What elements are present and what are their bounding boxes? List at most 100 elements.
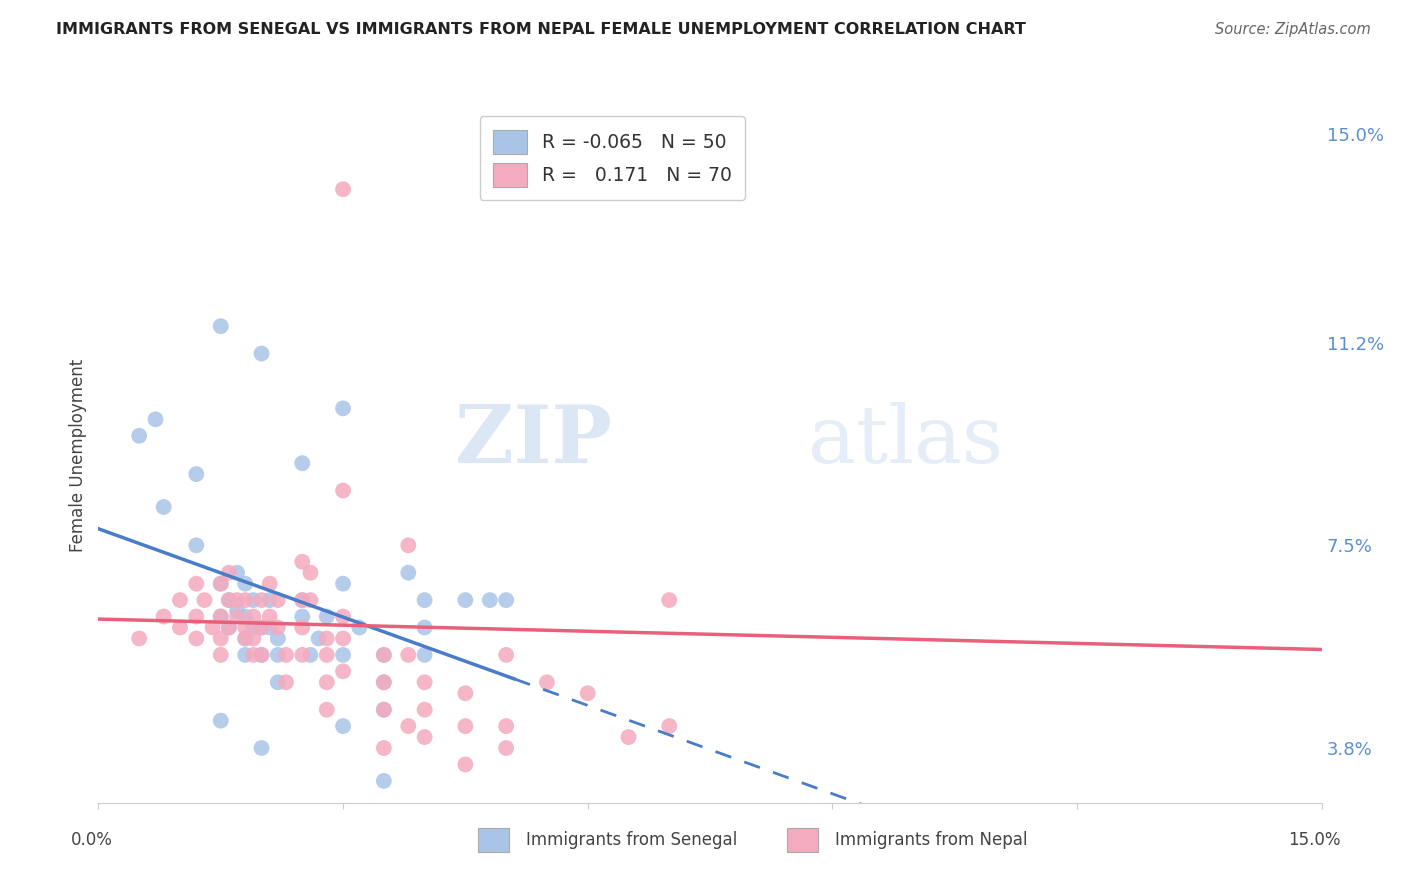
Point: [373, 773, 395, 788]
Point: [332, 182, 354, 196]
Text: 15.0%: 15.0%: [1288, 830, 1341, 849]
Point: [226, 609, 249, 624]
Point: [250, 648, 273, 662]
Point: [209, 632, 232, 646]
Point: [291, 620, 314, 634]
Point: [536, 675, 558, 690]
Point: [413, 703, 436, 717]
Point: [315, 675, 337, 690]
Point: [495, 593, 517, 607]
Point: [250, 620, 273, 634]
Point: [617, 730, 640, 744]
Point: [128, 632, 150, 646]
Point: [233, 632, 256, 646]
Text: Immigrants from Nepal: Immigrants from Nepal: [835, 830, 1028, 849]
Text: Immigrants from Senegal: Immigrants from Senegal: [526, 830, 737, 849]
Point: [332, 576, 354, 591]
Point: [201, 620, 224, 634]
Point: [186, 632, 208, 646]
Legend: R = -0.065   N = 50, R =   0.171   N = 70: R = -0.065 N = 50, R = 0.171 N = 70: [479, 117, 745, 200]
Point: [259, 576, 281, 591]
Point: [242, 620, 264, 634]
Point: [617, 182, 640, 196]
Point: [373, 648, 395, 662]
Point: [186, 467, 208, 481]
Text: 0.0%: 0.0%: [70, 830, 112, 849]
Point: [413, 593, 436, 607]
Point: [299, 593, 322, 607]
Point: [413, 620, 436, 634]
Point: [250, 741, 273, 756]
Y-axis label: Female Unemployment: Female Unemployment: [69, 359, 87, 551]
Point: [413, 730, 436, 744]
Point: [332, 401, 354, 416]
Point: [259, 620, 281, 634]
Point: [454, 593, 477, 607]
Point: [274, 675, 297, 690]
Point: [495, 719, 517, 733]
Point: [332, 609, 354, 624]
Point: [332, 665, 354, 679]
Point: [233, 593, 256, 607]
Point: [291, 593, 314, 607]
Point: [186, 576, 208, 591]
Point: [233, 576, 256, 591]
Point: [233, 620, 256, 634]
Point: [218, 620, 240, 634]
Point: [315, 632, 337, 646]
Point: [209, 576, 232, 591]
Point: [218, 593, 240, 607]
Point: [267, 675, 290, 690]
Point: [128, 429, 150, 443]
Point: [413, 648, 436, 662]
Point: [478, 593, 501, 607]
Point: [373, 741, 395, 756]
Point: [396, 648, 419, 662]
Point: [250, 593, 273, 607]
Point: [226, 566, 249, 580]
Point: [291, 593, 314, 607]
Point: [242, 632, 264, 646]
Point: [291, 456, 314, 470]
FancyBboxPatch shape: [787, 828, 818, 852]
Point: [218, 566, 240, 580]
Point: [209, 609, 232, 624]
Point: [349, 620, 371, 634]
Point: [495, 741, 517, 756]
Point: [373, 675, 395, 690]
Point: [396, 719, 419, 733]
Point: [267, 620, 290, 634]
Point: [373, 648, 395, 662]
Point: [315, 648, 337, 662]
Point: [267, 593, 290, 607]
Point: [169, 593, 191, 607]
Point: [250, 648, 273, 662]
Point: [209, 576, 232, 591]
Point: [291, 648, 314, 662]
Point: [495, 648, 517, 662]
Point: [299, 648, 322, 662]
Point: [233, 648, 256, 662]
Point: [454, 719, 477, 733]
Point: [218, 620, 240, 634]
Point: [373, 675, 395, 690]
Text: atlas: atlas: [808, 402, 1002, 480]
Point: [242, 593, 264, 607]
Point: [332, 719, 354, 733]
Point: [495, 182, 517, 196]
Point: [250, 346, 273, 360]
Point: [413, 675, 436, 690]
Point: [291, 555, 314, 569]
Point: [291, 609, 314, 624]
Point: [332, 483, 354, 498]
Point: [226, 593, 249, 607]
Point: [209, 319, 232, 334]
Point: [259, 593, 281, 607]
Point: [396, 538, 419, 552]
Point: [658, 593, 681, 607]
Point: [267, 648, 290, 662]
Point: [274, 648, 297, 662]
Point: [373, 703, 395, 717]
Point: [226, 604, 249, 618]
Point: [152, 500, 174, 514]
